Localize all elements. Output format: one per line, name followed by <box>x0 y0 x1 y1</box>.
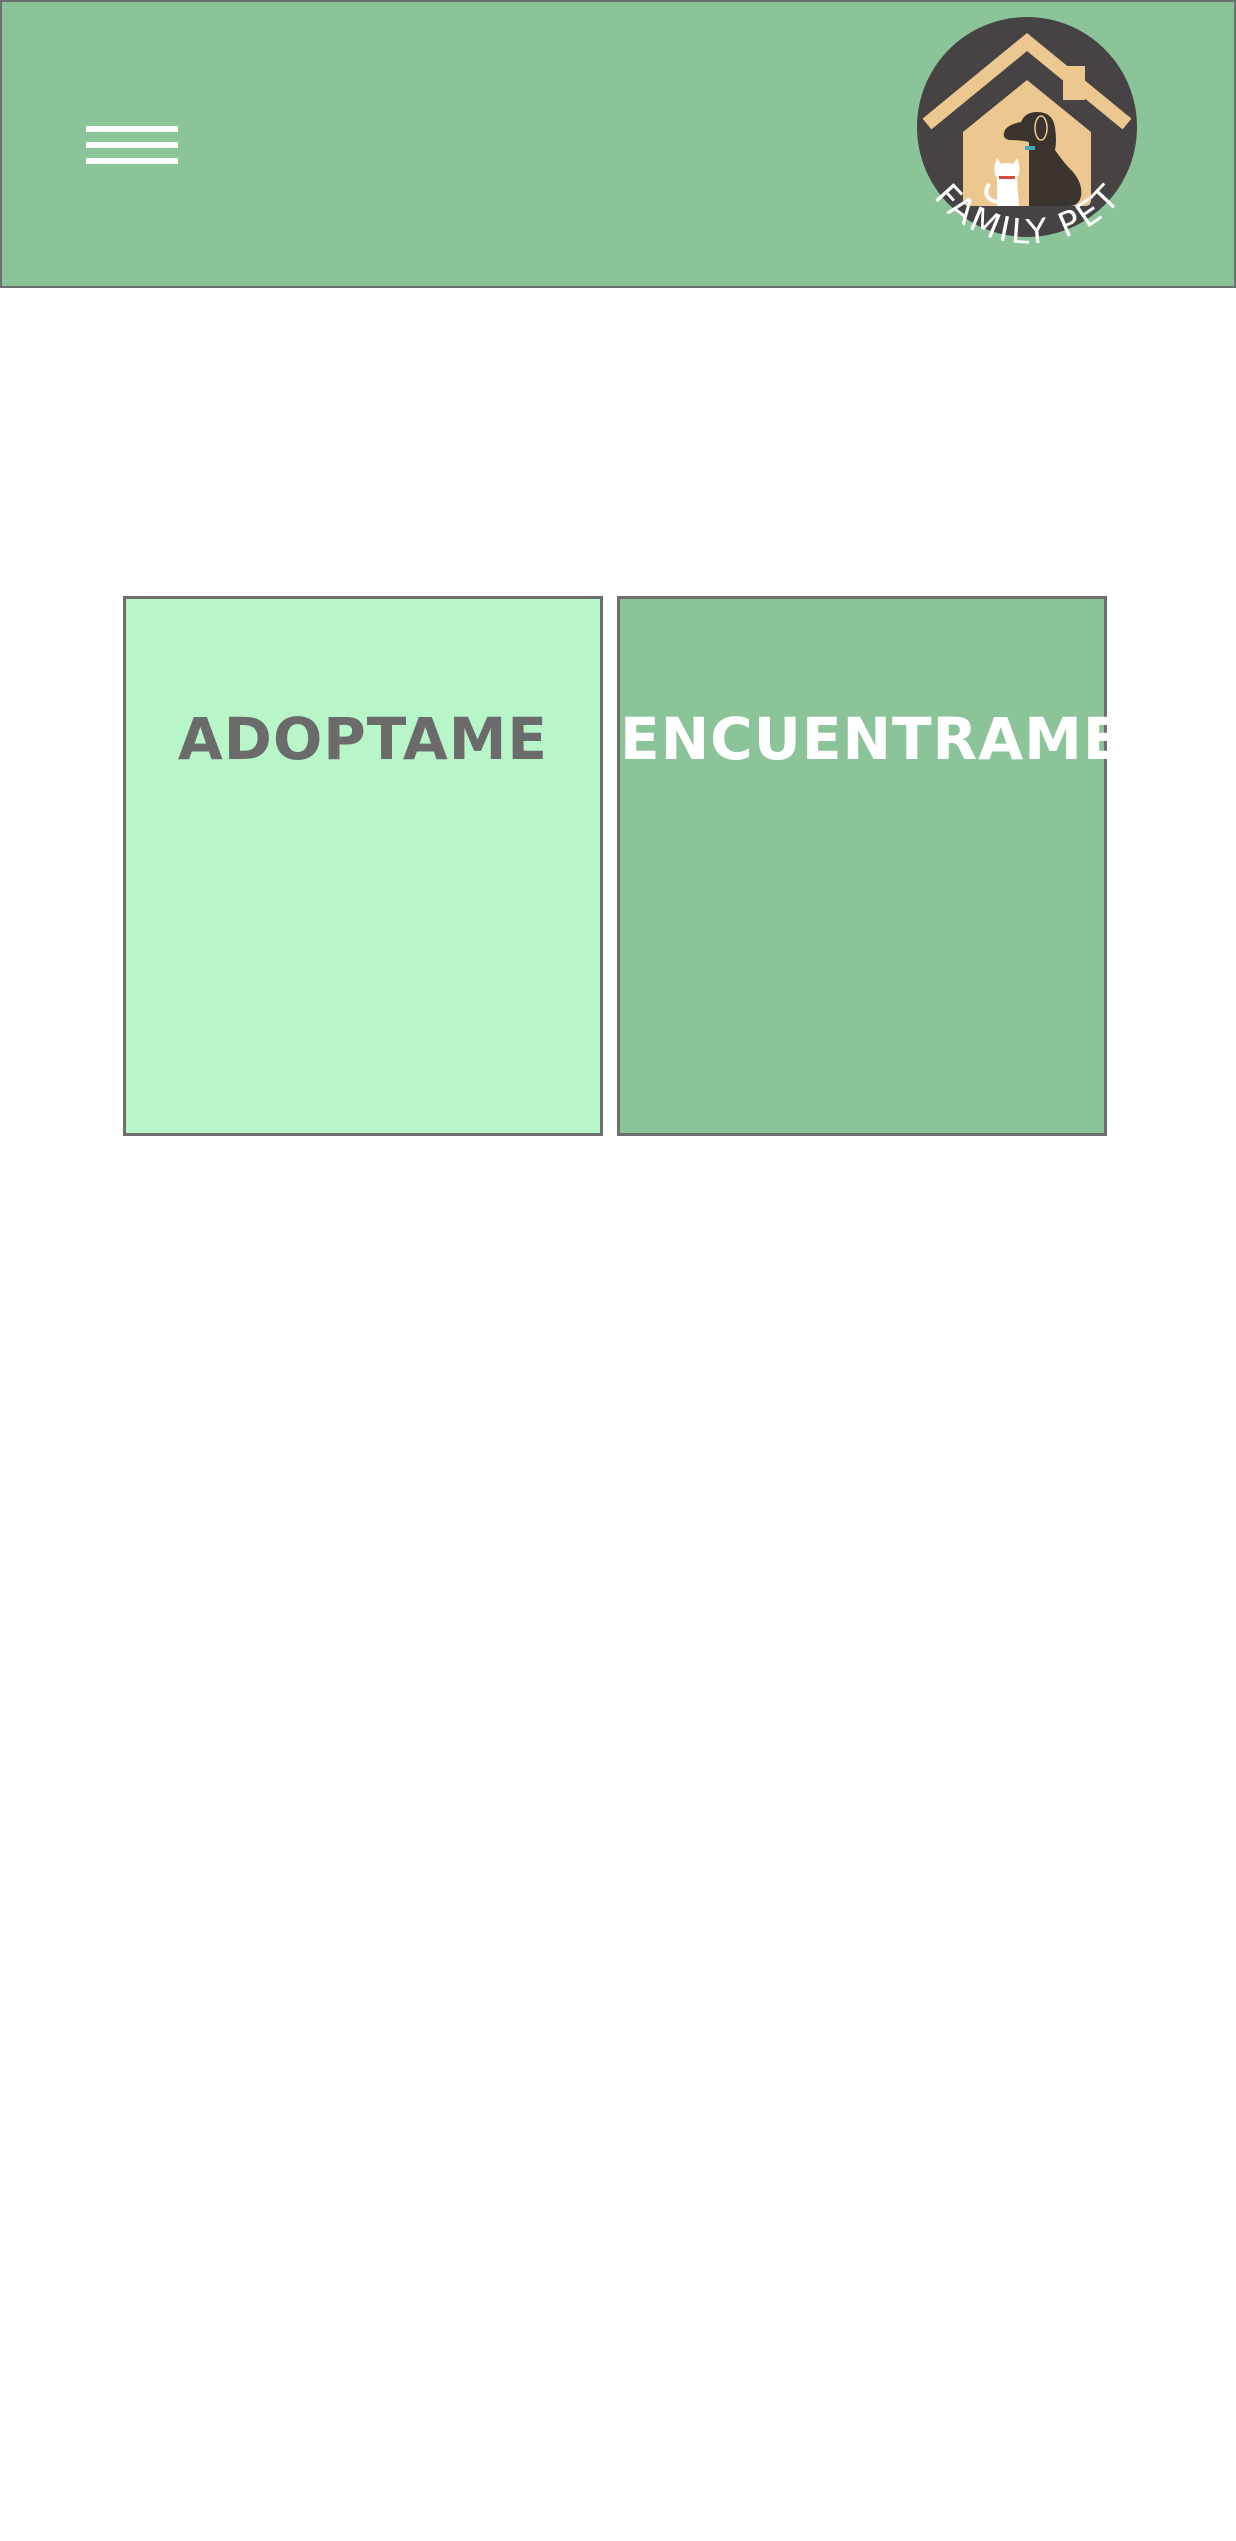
find-card[interactable]: ENCUENTRAME <box>617 596 1124 1136</box>
adopt-card[interactable]: ADOPTAME <box>123 596 603 1136</box>
house-dog-cat-icon <box>922 32 1132 206</box>
menu-bar <box>86 158 178 164</box>
hamburger-menu-icon[interactable] <box>86 126 178 168</box>
menu-bar <box>86 126 178 132</box>
family-pet-logo[interactable]: FAMILY PET <box>897 12 1157 282</box>
adopt-label: ADOPTAME <box>177 705 549 773</box>
site-header: FAMILY PET <box>0 0 1236 288</box>
menu-bar <box>86 142 178 148</box>
find-label: ENCUENTRAME <box>620 705 1124 773</box>
